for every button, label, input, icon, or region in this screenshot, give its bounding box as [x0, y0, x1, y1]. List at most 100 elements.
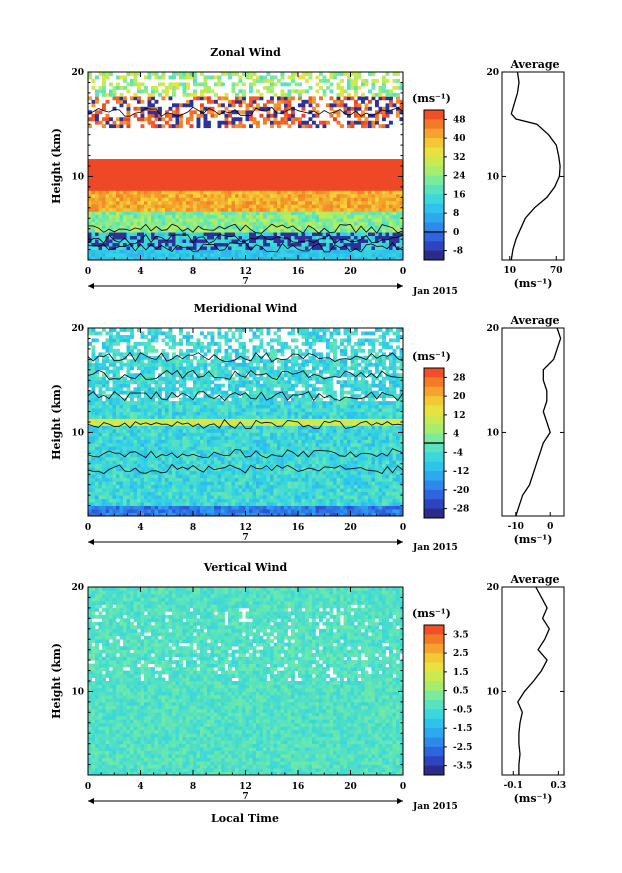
- x-tick-label: 0: [400, 267, 406, 277]
- panel-title: Zonal Wind: [210, 46, 281, 59]
- profile-x-tick-label: 0.3: [551, 781, 567, 791]
- contour-lines: [87, 106, 404, 253]
- profile-x-tick-label: 10: [503, 266, 516, 276]
- heatmap-cells: [88, 587, 404, 776]
- x-tick-label: 12: [239, 267, 252, 277]
- profile-x-tick-label: -10: [508, 522, 524, 532]
- colorbar-unit: (ms⁻¹): [412, 350, 451, 363]
- colorbar-tick-label: 0.5: [453, 687, 469, 697]
- panel-3: Vertical Wind 0 4 8 12 16 20 0 10 20 Height (km) 7 J…: [50, 561, 566, 812]
- x-tick-label: 12: [239, 523, 252, 533]
- x-tick-label: 0: [85, 523, 91, 533]
- colorbar-unit: (ms⁻¹): [412, 607, 451, 620]
- x-tick-label: 0: [85, 267, 91, 277]
- x-tick-label: 8: [190, 523, 196, 533]
- x-tick-label: 16: [292, 267, 305, 277]
- x-tick-label: 0: [85, 782, 91, 792]
- x-tick-label: 20: [344, 782, 357, 792]
- panel-title: Vertical Wind: [203, 561, 288, 574]
- date-label: Jan 2015: [412, 802, 458, 812]
- y-tick-label: 20: [71, 583, 84, 593]
- profile-title: Average: [509, 573, 559, 586]
- x-tick-label: 0: [400, 523, 406, 533]
- day-label: 7: [242, 792, 248, 802]
- y-axis-label: Height (km): [50, 643, 63, 719]
- colorbar-tick-label: -2.5: [453, 743, 472, 753]
- y-tick-label: 20: [71, 68, 84, 78]
- panel-title: Meridional Wind: [194, 302, 298, 315]
- colorbar-tick-label: 16: [453, 190, 466, 200]
- profile-y-tick-label: 20: [486, 324, 499, 334]
- colorbar: 28 20 12 4 -4 -12 -20 -28: [423, 367, 469, 519]
- profile-y-tick-label: 20: [486, 68, 499, 78]
- x-axis-label: Local Time: [211, 812, 279, 825]
- date-label: Jan 2015: [412, 543, 458, 553]
- profile-line: [510, 71, 561, 261]
- date-label: Jan 2015: [412, 287, 458, 297]
- y-tick-label: 10: [71, 172, 84, 182]
- colorbar-tick-label: 1.5: [453, 668, 469, 678]
- profile-y-tick-label: 10: [486, 428, 499, 438]
- colorbar-tick-label: -20: [453, 486, 469, 496]
- colorbar-tick-label: 40: [453, 134, 466, 144]
- day-label: 7: [242, 533, 248, 543]
- x-tick-label: 4: [137, 267, 143, 277]
- colorbar: 3.5 2.5 1.5 0.5 -0.5 -1.5 -2.5 -3.5: [423, 624, 472, 776]
- x-tick-label: 4: [137, 523, 143, 533]
- colorbar-tick-label: 24: [453, 172, 466, 182]
- colorbar: 48 40 32 24 16 8 0 -8: [423, 109, 466, 261]
- average-profile: Average 10 20 -10 0(ms⁻¹): [486, 314, 565, 546]
- colorbar-tick-label: -3.5: [453, 762, 472, 772]
- colorbar-tick-label: -0.5: [453, 705, 472, 715]
- colorbar-tick-label: 8: [453, 209, 459, 219]
- colorbar-unit: (ms⁻¹): [412, 92, 451, 105]
- x-tick-label: 20: [344, 267, 357, 277]
- panel-1: Zonal Wind 0 4 8 12 16 20 0 10 20 Height (km) 7 Jan …: [50, 46, 565, 297]
- x-tick-label: 20: [344, 523, 357, 533]
- heatmap-cells: [88, 328, 404, 517]
- colorbar-tick-label: 0: [453, 228, 459, 238]
- y-tick-label: 10: [71, 428, 84, 438]
- profile-title: Average: [509, 58, 559, 71]
- x-tick-label: 8: [190, 267, 196, 277]
- colorbar-tick-label: 4: [453, 430, 459, 440]
- x-tick-label: 16: [292, 523, 305, 533]
- profile-title: Average: [509, 314, 559, 327]
- profile-x-label: (ms⁻¹): [514, 277, 553, 290]
- profile-y-tick-label: 10: [486, 172, 499, 182]
- y-tick-label: 20: [71, 324, 84, 334]
- day-label: 7: [242, 277, 248, 287]
- profile-x-tick-label: -0.1: [504, 781, 523, 791]
- profile-x-tick-label: 0: [547, 522, 553, 532]
- colorbar-tick-label: 32: [453, 153, 466, 163]
- y-tick-label: 10: [71, 687, 84, 697]
- x-tick-label: 12: [239, 782, 252, 792]
- average-profile: Average 10 20 10 70(ms⁻¹): [486, 58, 565, 290]
- colorbar-tick-label: 2.5: [453, 649, 469, 659]
- colorbar-tick-label: 20: [453, 392, 466, 402]
- contour-lines: [87, 351, 404, 475]
- colorbar-tick-label: -8: [453, 247, 463, 257]
- x-tick-label: 4: [137, 782, 143, 792]
- colorbar-tick-label: -4: [453, 448, 463, 458]
- colorbar-tick-label: 3.5: [453, 630, 469, 640]
- profile-line: [515, 327, 562, 517]
- panel-2: Meridional Wind 0 4 8 12 16 20 0 10 20 Height (km)…: [50, 302, 565, 553]
- colorbar-tick-label: 28: [453, 373, 466, 383]
- profile-x-label: (ms⁻¹): [514, 792, 553, 805]
- y-axis-label: Height (km): [50, 384, 63, 460]
- profile-line: [517, 586, 551, 775]
- profile-x-label: (ms⁻¹): [514, 533, 553, 546]
- x-tick-label: 8: [190, 782, 196, 792]
- profile-y-tick-label: 10: [486, 687, 499, 697]
- x-tick-label: 16: [292, 782, 305, 792]
- colorbar-tick-label: -12: [453, 467, 469, 477]
- y-axis-label: Height (km): [50, 128, 63, 204]
- x-tick-label: 0: [400, 782, 406, 792]
- profile-x-tick-label: 70: [550, 266, 563, 276]
- colorbar-tick-label: -28: [453, 505, 469, 515]
- profile-y-tick-label: 20: [486, 583, 499, 593]
- colorbar-tick-label: -1.5: [453, 724, 472, 734]
- colorbar-tick-label: 12: [453, 411, 466, 421]
